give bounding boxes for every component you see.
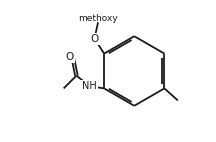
Text: methoxy: methoxy [78,14,118,23]
Text: NH: NH [82,81,97,91]
Text: O: O [65,52,73,62]
Text: O: O [90,34,99,44]
